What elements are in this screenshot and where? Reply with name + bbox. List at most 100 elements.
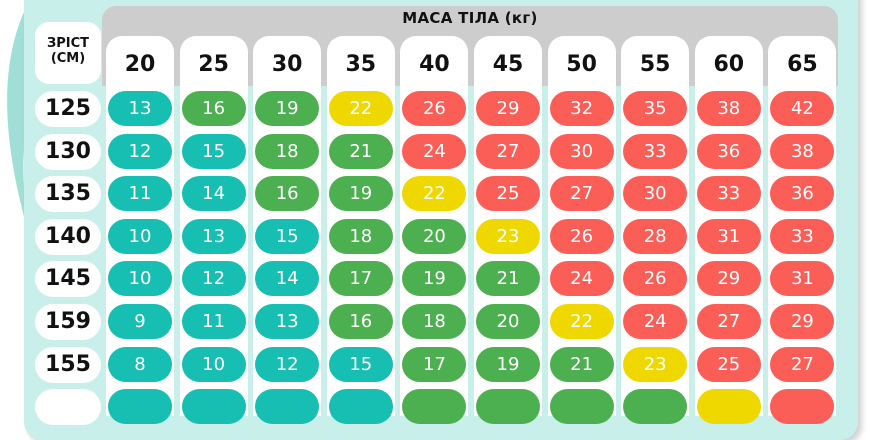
height-row-label: 159 [35, 304, 101, 340]
bmi-value-cell: 14 [255, 261, 320, 297]
bmi-value-cell: 21 [328, 133, 393, 169]
bmi-value-cell: 10 [181, 346, 246, 382]
height-row-label: 140 [35, 218, 101, 255]
weight-column-header: 20 [124, 52, 156, 77]
bmi-value-cell: 16 [181, 91, 246, 126]
bmi-value-cell-partial [549, 389, 614, 425]
bmi-value-cell: 38 [696, 91, 761, 126]
bmi-value-cell: 20 [402, 218, 467, 254]
bmi-value-cell: 9 [108, 304, 172, 339]
bmi-value-cell: 29 [476, 91, 540, 126]
bmi-value-cell-partial [181, 389, 246, 425]
bmi-value-cell: 21 [476, 261, 540, 297]
bmi-value-cell: 33 [623, 133, 688, 169]
bmi-value-cell: 32 [549, 91, 614, 126]
bmi-value-cell: 18 [255, 133, 320, 169]
weight-column-header: 40 [419, 52, 450, 77]
bmi-value-cell: 25 [476, 176, 540, 212]
bmi-value-cell: 18 [328, 218, 393, 254]
bmi-value-cell: 29 [770, 304, 835, 339]
weight-axis-title: МАСА ТІЛА (кг) [402, 9, 538, 27]
bmi-value-cell-partial [623, 389, 688, 425]
weight-column-header: 30 [271, 52, 303, 77]
bmi-value-cell: 26 [402, 91, 467, 126]
bmi-value-cell: 36 [696, 133, 761, 169]
bmi-value-cell: 15 [181, 133, 246, 169]
bmi-value-cell: 17 [402, 346, 467, 382]
bmi-value-cell: 22 [549, 304, 614, 339]
bmi-value-cell: 13 [181, 218, 246, 254]
bmi-value-cell: 10 [108, 218, 172, 254]
height-axis-title: ЗРІСТ (СМ) [35, 22, 101, 84]
bmi-value-cell: 17 [328, 261, 393, 297]
bmi-value-cell: 19 [255, 91, 320, 126]
bmi-value-cell: 26 [549, 218, 614, 254]
bmi-value-cell: 20 [476, 304, 540, 339]
height-row-label: 145 [35, 261, 101, 298]
weight-column-header: 45 [492, 52, 524, 77]
bmi-value-cell: 26 [623, 261, 688, 297]
bmi-value-cell: 28 [623, 218, 688, 254]
bmi-value-cell: 21 [549, 346, 614, 382]
bmi-value-cell: 30 [623, 176, 688, 212]
bmi-value-cell: 38 [770, 133, 835, 169]
bmi-value-cell: 15 [255, 218, 320, 254]
weight-column-header: 55 [639, 52, 671, 77]
bmi-value-cell-partial [108, 389, 172, 425]
bmi-value-cell: 8 [108, 346, 172, 382]
bmi-value-cell: 12 [108, 133, 172, 169]
bmi-value-cell: 24 [549, 261, 614, 297]
bmi-value-cell: 19 [328, 176, 393, 212]
bmi-value-cell: 23 [476, 218, 540, 254]
bmi-value-cell: 13 [108, 91, 172, 126]
height-row-label: 125 [35, 91, 101, 127]
weight-column-header: 35 [345, 52, 377, 77]
bmi-value-cell-partial [770, 389, 835, 425]
bmi-value-cell: 23 [623, 346, 688, 382]
bmi-value-cell: 27 [549, 176, 614, 212]
bmi-value-cell: 13 [255, 304, 320, 339]
bmi-value-cell: 35 [623, 91, 688, 126]
bmi-value-cell: 19 [402, 261, 467, 297]
bmi-value-cell-partial [476, 389, 540, 425]
bmi-value-cell: 16 [255, 176, 320, 212]
bmi-value-cell: 27 [696, 304, 761, 339]
bmi-value-cell: 24 [623, 304, 688, 339]
bmi-value-cell: 19 [476, 346, 540, 382]
bmi-value-cell: 27 [476, 133, 540, 169]
weight-column-header: 50 [566, 52, 597, 77]
weight-column-header: 65 [787, 52, 818, 77]
bmi-value-cell-partial [255, 389, 320, 425]
bmi-value-cell: 29 [696, 261, 761, 297]
bmi-value-cell: 33 [770, 218, 835, 254]
bmi-value-cell: 12 [181, 261, 246, 297]
bmi-value-cell-partial [402, 389, 467, 425]
bmi-value-cell: 42 [770, 91, 835, 126]
bmi-value-cell: 15 [328, 346, 393, 382]
bmi-value-cell: 14 [181, 176, 246, 212]
weight-column-header: 60 [713, 52, 745, 77]
bmi-value-cell: 18 [402, 304, 467, 339]
bmi-value-cell: 11 [181, 304, 246, 339]
height-row-label: 130 [35, 133, 101, 170]
height-row-label: 155 [35, 346, 101, 383]
bmi-value-cell: 22 [328, 91, 393, 126]
bmi-value-cell: 36 [770, 176, 835, 212]
bmi-value-cell: 22 [402, 176, 467, 212]
bmi-value-cell: 12 [255, 346, 320, 382]
bmi-value-cell: 30 [549, 133, 614, 169]
bmi-value-cell: 10 [108, 261, 172, 297]
bmi-value-cell: 16 [328, 304, 393, 339]
bmi-value-cell: 27 [770, 346, 835, 382]
height-row-label: 135 [35, 176, 101, 213]
bmi-value-cell: 24 [402, 133, 467, 169]
bmi-value-cell: 11 [108, 176, 172, 212]
bmi-value-cell-partial [696, 389, 761, 425]
bmi-value-cell: 25 [696, 346, 761, 382]
weight-column-header: 25 [198, 52, 229, 77]
height-row-label-partial [35, 389, 101, 426]
bmi-value-cell-partial [328, 389, 393, 425]
bmi-value-cell: 31 [696, 218, 761, 254]
bmi-value-cell: 31 [770, 261, 835, 297]
bmi-value-cell: 33 [696, 176, 761, 212]
